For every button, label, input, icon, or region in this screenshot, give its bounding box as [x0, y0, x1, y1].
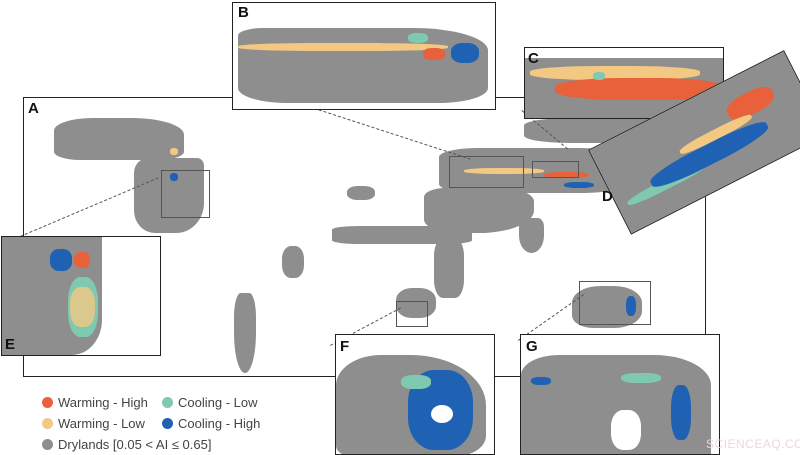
- inset-box-f: [396, 301, 428, 327]
- panel-label-b: B: [238, 4, 249, 21]
- cooling-low-patch: [408, 33, 428, 43]
- inset-box-e: [161, 170, 210, 218]
- cooling-high-spot-us: [170, 173, 178, 181]
- dryland-kazakhstan: [238, 28, 488, 103]
- legend-item-warming-low: Warming - Low: [42, 416, 162, 431]
- cooling-high-patch-east: [451, 43, 479, 63]
- warming-spot-canada: [170, 148, 178, 155]
- dryland-north-america: [54, 118, 184, 160]
- dryland-brazil: [282, 246, 304, 278]
- cooling-low-north: [621, 373, 661, 383]
- legend-item-cooling-high: Cooling - High: [162, 416, 282, 431]
- cooling-high-east: [671, 385, 691, 440]
- panel-label-e: E: [5, 336, 16, 353]
- legend-row-2: Warming - Low Cooling - High: [42, 413, 282, 434]
- panel-g-australia-inset: [520, 334, 720, 455]
- legend-row-3: Drylands [0.05 < AI ≤ 0.65]: [42, 434, 282, 455]
- warming-low-band: [70, 287, 95, 327]
- dryland-india: [519, 218, 544, 253]
- panel-f-southern-africa-inset: [335, 334, 495, 455]
- panel-label-g: G: [526, 338, 538, 355]
- inset-box-b: [449, 156, 524, 188]
- panel-label-d: D: [602, 188, 613, 205]
- cooling-low-spot: [593, 72, 605, 80]
- dryland-middle-east: [424, 188, 534, 233]
- dryland-southern-africa: [396, 288, 436, 318]
- warming-high-patch: [74, 252, 90, 268]
- legend-item-cooling-low: Cooling - Low: [162, 395, 282, 410]
- circle-marker-icon: [42, 439, 53, 450]
- panel-label-c: C: [528, 50, 539, 67]
- legend-label: Warming - High: [58, 395, 148, 410]
- cooling-high-band-china: [564, 182, 594, 188]
- legend-item-drylands: Drylands [0.05 < AI ≤ 0.65]: [42, 437, 282, 452]
- warming-high-band: [555, 78, 723, 100]
- legend-label: Warming - Low: [58, 416, 145, 431]
- warming-low-band-north: [238, 43, 448, 51]
- warming-high-patch: [423, 48, 445, 60]
- cooling-low-patch: [401, 375, 431, 389]
- cooling-high-patch: [50, 249, 72, 271]
- circle-marker-icon: [42, 418, 53, 429]
- panel-label-f: F: [340, 338, 350, 355]
- cooling-high-west: [531, 377, 551, 385]
- legend-label: Cooling - High: [178, 416, 261, 431]
- dryland-east-africa: [434, 238, 464, 298]
- legend-label: Cooling - Low: [178, 395, 258, 410]
- inset-box-g: [579, 281, 651, 325]
- watermark: SCIENCEAQ.COM: [706, 437, 800, 451]
- warming-low-band: [530, 66, 700, 80]
- legend-label: Drylands [0.05 < AI ≤ 0.65]: [58, 437, 212, 452]
- warming-high-band-mongolia: [544, 172, 589, 178]
- circle-marker-icon: [42, 397, 53, 408]
- warming-band-central-asia: [464, 168, 544, 174]
- white-gap-central: [611, 410, 641, 450]
- panel-b-kazakhstan-inset: [232, 2, 496, 110]
- circle-marker-icon: [162, 418, 173, 429]
- legend-row-1: Warming - High Cooling - Low: [42, 392, 282, 413]
- legend: Warming - High Cooling - Low Warming - L…: [42, 392, 282, 455]
- dryland-spain: [347, 186, 375, 200]
- legend-item-warming-high: Warming - High: [42, 395, 162, 410]
- circle-marker-icon: [162, 397, 173, 408]
- lesotho-gap: [431, 405, 453, 423]
- inset-box-c: [532, 161, 579, 178]
- panel-e-north-america-inset: [1, 236, 161, 356]
- dryland-argentina: [234, 293, 256, 373]
- panel-label-a: A: [28, 100, 39, 117]
- cooling-high-australia-east: [626, 296, 636, 316]
